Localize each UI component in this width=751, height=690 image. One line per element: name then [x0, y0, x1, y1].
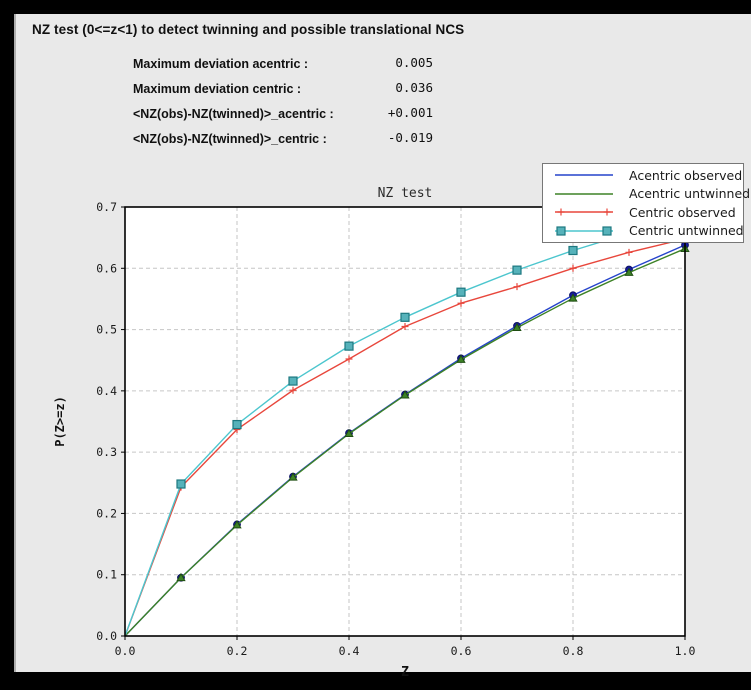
stat-label: Maximum deviation acentric :	[133, 57, 309, 71]
svg-text:0.1: 0.1	[96, 568, 117, 582]
legend-label: Centric observed	[629, 204, 736, 220]
svg-text:0.4: 0.4	[96, 384, 117, 398]
svg-text:0.8: 0.8	[563, 644, 584, 658]
svg-text:0.0: 0.0	[96, 629, 117, 643]
legend-item-centric-untwinned: Centric untwinned	[553, 222, 744, 241]
legend-label: Acentric observed	[629, 167, 743, 183]
stat-label: <NZ(obs)-NZ(twinned)>_centric :	[133, 132, 327, 146]
page-title: NZ test (0<=z<1) to detect twinning and …	[32, 22, 465, 37]
legend-swatch-acentric-untwinned	[555, 193, 613, 195]
stat-value: 0.036	[395, 80, 433, 95]
legend-item-acentric-observed: Acentric observed	[553, 166, 742, 185]
stat-label: <NZ(obs)-NZ(twinned)>_acentric :	[133, 107, 334, 121]
nz-test-panel: NZ test (0<=z<1) to detect twinning and …	[14, 14, 751, 680]
svg-text:0.5: 0.5	[96, 323, 117, 337]
svg-text:0.7: 0.7	[96, 200, 117, 214]
stat-row-nz-diff-centric: <NZ(obs)-NZ(twinned)>_centric : -0.019	[133, 130, 433, 150]
legend-item-centric-observed: Centric observed	[553, 203, 737, 222]
legend-label: Centric untwinned	[629, 223, 744, 239]
svg-text:Z: Z	[401, 665, 409, 680]
stat-value: -0.019	[387, 130, 433, 145]
svg-text:0.2: 0.2	[96, 506, 117, 520]
svg-text:1.0: 1.0	[675, 644, 696, 658]
svg-text:0.6: 0.6	[451, 644, 472, 658]
legend-swatch-acentric-observed	[555, 174, 613, 176]
stat-row-max-dev-acentric: Maximum deviation acentric : 0.005	[133, 55, 433, 75]
svg-text:0.4: 0.4	[339, 644, 360, 658]
legend-swatch-centric-untwinned	[555, 226, 613, 236]
stat-value: +0.001	[387, 105, 433, 120]
stat-value: 0.005	[395, 55, 433, 70]
svg-text:NZ test: NZ test	[378, 186, 433, 201]
svg-text:0.3: 0.3	[96, 445, 117, 459]
chart-canvas: 0.0 0.2 0.4 0.6 0.8 1.0 0.0 0.1 0.2 0.3 0.4 0.5 0.6 0…	[53, 186, 696, 680]
svg-text:0.2: 0.2	[227, 644, 248, 658]
chart-legend: Acentric observed Acentric untwinned Cen…	[542, 163, 750, 243]
stat-row-max-dev-centric: Maximum deviation centric : 0.036	[133, 80, 433, 100]
legend-item-acentric-untwinned: Acentric untwinned	[553, 185, 750, 204]
nz-test-chart: 0.0 0.2 0.4 0.6 0.8 1.0 0.0 0.1 0.2 0.3 0.4 0.5 0.6 0…	[40, 179, 740, 684]
svg-text:P(Z>=z): P(Z>=z)	[53, 396, 67, 447]
svg-text:0.6: 0.6	[96, 261, 117, 275]
stat-row-nz-diff-acentric: <NZ(obs)-NZ(twinned)>_acentric : +0.001	[133, 105, 433, 125]
stat-label: Maximum deviation centric :	[133, 82, 302, 96]
legend-label: Acentric untwinned	[629, 186, 751, 202]
legend-swatch-centric-observed	[555, 208, 613, 216]
svg-text:0.0: 0.0	[115, 644, 136, 658]
